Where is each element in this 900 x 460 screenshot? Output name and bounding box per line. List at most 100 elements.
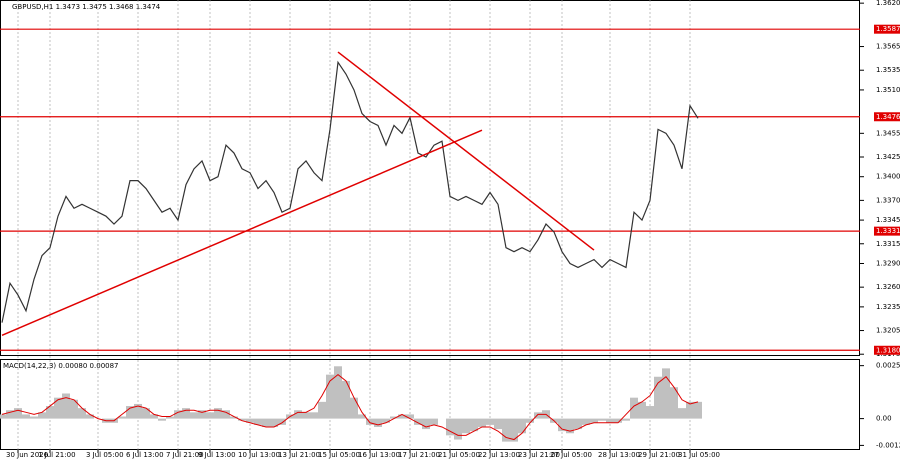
macd-bar [646, 406, 654, 419]
macd-bar [222, 410, 230, 419]
price-frame [0, 0, 860, 356]
macd-bar [0, 414, 6, 419]
macd-bar [350, 397, 358, 419]
macd-bar [38, 412, 46, 419]
x-tick-label: 1 Jul 21:00 [38, 451, 76, 459]
macd-bar [294, 410, 302, 419]
y-tick-label: 0.00253 [876, 362, 900, 370]
macd-bar [158, 418, 166, 421]
macd-bar [150, 414, 158, 419]
macd-bar [566, 418, 574, 434]
y-tick-label: 1.3620 [876, 0, 900, 7]
y-tick-label: 1.3235 [876, 303, 900, 311]
macd-bar [638, 401, 646, 419]
macd-bar [278, 418, 286, 425]
macd-header: MACD(14,22,3) 0.00080 0.00087 [3, 362, 119, 370]
x-tick-label: 29 Jul 21:00 [638, 451, 680, 459]
x-tick-label: 10 Jul 13:00 [238, 451, 280, 459]
macd-bar [486, 418, 494, 425]
macd-bar [198, 410, 206, 419]
y-tick-label: 1.3205 [876, 327, 900, 335]
macd-bar [6, 410, 14, 419]
macd-frame [0, 359, 860, 450]
macd-bar [14, 408, 22, 419]
x-tick-label: 27 Jul 05:00 [550, 451, 592, 459]
macd-bar [302, 412, 310, 419]
macd-bar [366, 418, 374, 425]
trend-line [1, 129, 483, 336]
macd-bar [686, 401, 694, 419]
price-line [1, 60, 699, 323]
macd-bar [510, 418, 518, 442]
y-tick-label: -0.00128 [876, 441, 900, 449]
macd-bar [182, 408, 190, 419]
y-tick-label: 1.3260 [876, 283, 900, 291]
x-tick-label: 9 Jul 13:00 [198, 451, 236, 459]
x-tick-label: 13 Jul 21:00 [278, 451, 320, 459]
y-tick-label: 1.3455 [876, 129, 900, 137]
macd-bar [374, 418, 382, 427]
macd-bar [622, 418, 630, 421]
macd-bar [470, 418, 478, 432]
y-tick-label: 1.3425 [876, 153, 900, 161]
level-label: 1.3476 [876, 113, 900, 121]
macd-bar [430, 418, 438, 425]
macd-bar [590, 418, 598, 423]
macd-bar [238, 418, 246, 421]
macd-bar [22, 414, 30, 419]
macd-bar [454, 418, 462, 440]
macd-bar [670, 387, 678, 419]
x-tick-label: 28 Jul 13:00 [598, 451, 640, 459]
macd-bar [614, 418, 622, 423]
macd-bar [46, 406, 54, 419]
y-tick-label: 1.3510 [876, 86, 900, 94]
macd-bar [174, 410, 182, 419]
x-tick-label: 15 Jul 05:00 [318, 451, 360, 459]
y-tick-label: 1.3345 [876, 216, 900, 224]
macd-bar [190, 412, 198, 419]
macd-bar [342, 380, 350, 419]
macd-bar [254, 418, 262, 425]
y-tick-label: 0.00 [876, 415, 892, 423]
macd-bar [390, 416, 398, 419]
macd-bar [654, 376, 662, 419]
macd-bar [694, 401, 702, 419]
macd-bar [558, 418, 566, 432]
macd-bar [134, 403, 142, 419]
macd-bar [326, 374, 334, 419]
macd-bar [270, 418, 278, 427]
macd-bar [478, 418, 486, 427]
level-label-bg [874, 226, 900, 236]
macd-bar [70, 399, 78, 419]
signal-line [1, 374, 699, 441]
macd-bar [126, 406, 134, 419]
x-tick-label: 22 Jul 13:00 [478, 451, 520, 459]
x-tick-label: 17 Jul 21:00 [398, 451, 440, 459]
macd-bar [414, 418, 422, 425]
macd-bar [358, 414, 366, 419]
macd-bar [166, 416, 174, 419]
macd-bar [406, 414, 414, 419]
macd-bar [214, 408, 222, 419]
x-tick-label: 16 Jul 13:00 [358, 451, 400, 459]
macd-bar [382, 418, 390, 423]
macd-bar [662, 368, 670, 419]
macd-bar [318, 401, 326, 419]
macd-bar [598, 418, 606, 421]
level-label: 1.3331 [876, 227, 900, 235]
macd-bar [334, 366, 342, 419]
macd-bar [86, 414, 94, 419]
macd-bar [574, 418, 582, 430]
x-tick-label: 6 Jul 13:00 [126, 451, 164, 459]
macd-bar [494, 418, 502, 430]
y-tick-label: 1.3370 [876, 196, 900, 204]
x-tick-label: 21 Jul 05:00 [438, 451, 480, 459]
macd-bar [462, 418, 470, 434]
macd-bar [246, 418, 254, 423]
x-tick-label: 7 Jul 21:00 [166, 451, 204, 459]
macd-bar [230, 416, 238, 419]
macd-bar [30, 416, 38, 419]
x-tick-label: 31 Jul 05:00 [678, 451, 720, 459]
macd-bar [606, 418, 614, 423]
